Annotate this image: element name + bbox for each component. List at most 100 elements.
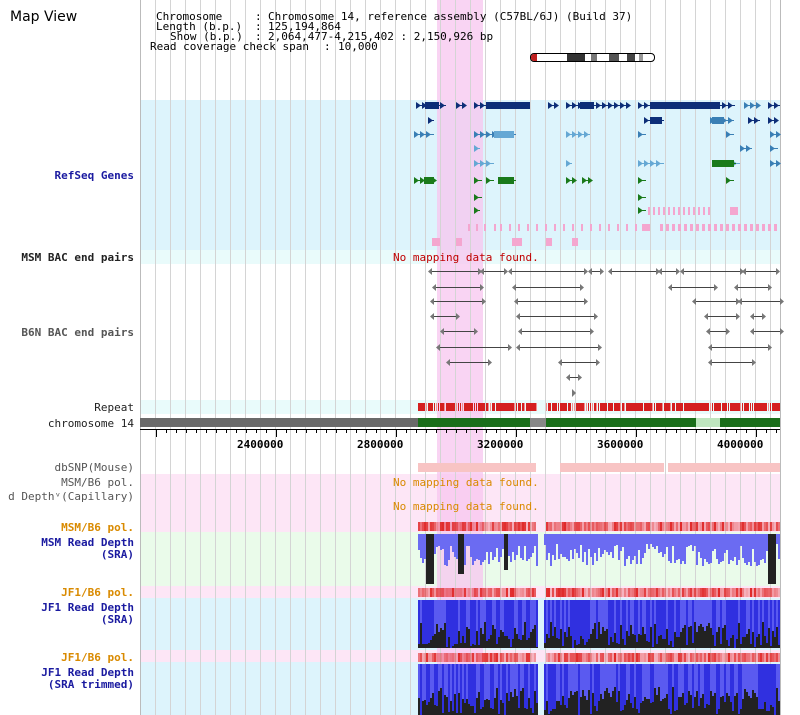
read-depth-bar <box>508 534 510 556</box>
track-label-msm-pol-capillary[interactable]: MSM/B6 pol. <box>61 476 134 489</box>
repeat-mark <box>478 403 480 411</box>
ncrna-mark <box>608 224 610 231</box>
polymorphism-mark <box>710 522 712 531</box>
polymorphism-mark <box>708 588 710 597</box>
repeat-mark <box>686 403 688 411</box>
axis-tick-label: 3600000 <box>597 438 644 451</box>
track-label-msm-pol[interactable]: MSM/B6 pol. <box>61 521 134 534</box>
polymorphism-mark <box>604 588 606 597</box>
repeat-mark <box>746 403 748 411</box>
ncrna-mark <box>714 224 717 231</box>
page-title: Map View <box>10 9 78 25</box>
polymorphism-mark <box>682 522 684 531</box>
read-depth-bar <box>670 600 672 641</box>
ncrna-mark <box>572 238 578 246</box>
repeat-mark <box>612 403 613 411</box>
read-depth-bar <box>576 600 578 645</box>
read-depth-bar <box>768 664 770 711</box>
repeat-mark <box>424 403 425 411</box>
read-depth-bar <box>526 534 528 561</box>
read-depth-bar <box>522 600 524 635</box>
read-depth-bar <box>636 664 638 709</box>
read-depth-bar <box>520 664 522 691</box>
gene-exon-arrow <box>774 102 779 109</box>
ncrna-mark <box>702 224 705 231</box>
polymorphism-mark <box>590 653 592 662</box>
gene-exon-arrow <box>566 160 571 167</box>
ncrna-mark <box>720 224 723 231</box>
repeat-mark <box>448 403 450 411</box>
polymorphism-mark <box>602 653 604 662</box>
read-depth-bar <box>668 664 670 709</box>
polymorphism-mark <box>750 653 752 662</box>
read-depth-bar <box>760 664 762 709</box>
polymorphism-mark <box>676 522 678 531</box>
read-depth-bar <box>684 600 686 625</box>
track-label-read-depth-capillary[interactable]: d Depthᵛ(Capillary) <box>8 490 134 503</box>
repeat-mark <box>748 403 749 411</box>
polymorphism-mark <box>724 588 726 597</box>
read-depth-bar <box>578 600 580 644</box>
repeat-mark <box>588 403 589 411</box>
read-depth-bar <box>454 534 456 557</box>
track-label-msm-bac[interactable]: MSM BAC end pairs <box>21 251 134 264</box>
polymorphism-mark <box>730 588 732 597</box>
read-depth-bar <box>516 600 518 634</box>
polymorphism-mark <box>742 522 744 531</box>
polymorphism-mark <box>458 653 460 662</box>
ncrna-mark <box>432 238 440 246</box>
read-depth-bar <box>632 664 634 708</box>
polymorphism-mark <box>580 522 582 531</box>
ncrna-mark <box>678 224 681 231</box>
ideogram-band <box>591 54 597 61</box>
track-label-dbsnp[interactable]: dbSNP(Mouse) <box>54 461 134 474</box>
chromosome-ideogram[interactable] <box>530 53 655 62</box>
repeat-mark <box>526 403 528 411</box>
bac-end <box>558 359 562 366</box>
bac-end <box>516 313 520 320</box>
track-label-jf1-depth[interactable]: JF1 Read Depth <box>41 601 134 614</box>
track-label-jf1t-depth[interactable]: JF1 Read Depth <box>41 666 134 679</box>
read-depth-bar <box>572 534 574 559</box>
read-depth-bar <box>556 534 558 544</box>
polymorphism-mark <box>592 653 594 662</box>
polymorphism-mark <box>582 653 584 662</box>
repeat-mark <box>580 403 582 411</box>
polymorphism-mark <box>684 588 686 597</box>
read-depth-bar <box>562 600 564 646</box>
polymorphism-mark <box>496 653 498 662</box>
polymorphism-mark <box>652 653 654 662</box>
read-depth-bar <box>470 664 472 706</box>
repeat-mark <box>490 403 491 411</box>
track-label-b6n-bac[interactable]: B6N BAC end pairs <box>21 326 134 339</box>
polymorphism-mark <box>422 522 424 531</box>
polymorphism-mark <box>482 588 484 597</box>
polymorphism-mark <box>566 588 568 597</box>
track-label-jf1-pol-trimmed[interactable]: JF1/B6 pol. <box>61 651 134 664</box>
polymorphism-mark <box>532 522 534 531</box>
track-label-jf1t-depth-source: (SRA trimmed) <box>47 678 134 691</box>
polymorphism-mark <box>716 522 718 531</box>
gene-exon-arrow <box>620 102 625 109</box>
polymorphism-mark <box>608 653 610 662</box>
read-depth-bar <box>532 534 534 553</box>
repeat-mark <box>462 403 463 411</box>
read-depth-bar <box>588 600 590 639</box>
bac-end <box>768 284 772 291</box>
read-depth-bar <box>738 664 740 714</box>
read-depth-saturated <box>484 600 486 648</box>
polymorphism-mark <box>482 653 484 662</box>
read-depth-bar <box>750 600 752 644</box>
polymorphism-mark <box>770 588 772 597</box>
repeat-mark <box>426 403 427 411</box>
bac-end <box>706 328 710 335</box>
read-depth-bar <box>716 600 718 632</box>
read-depth-bar <box>658 534 660 553</box>
read-depth-bar <box>598 664 600 701</box>
polymorphism-mark <box>550 653 552 662</box>
read-depth-bar <box>620 600 622 625</box>
track-label-msm-depth[interactable]: MSM Read Depth <box>41 536 134 549</box>
track-label-repeat[interactable]: Repeat <box>94 401 134 414</box>
track-label-refseq[interactable]: RefSeq Genes <box>54 169 134 182</box>
track-label-jf1-pol[interactable]: JF1/B6 pol. <box>61 586 134 599</box>
